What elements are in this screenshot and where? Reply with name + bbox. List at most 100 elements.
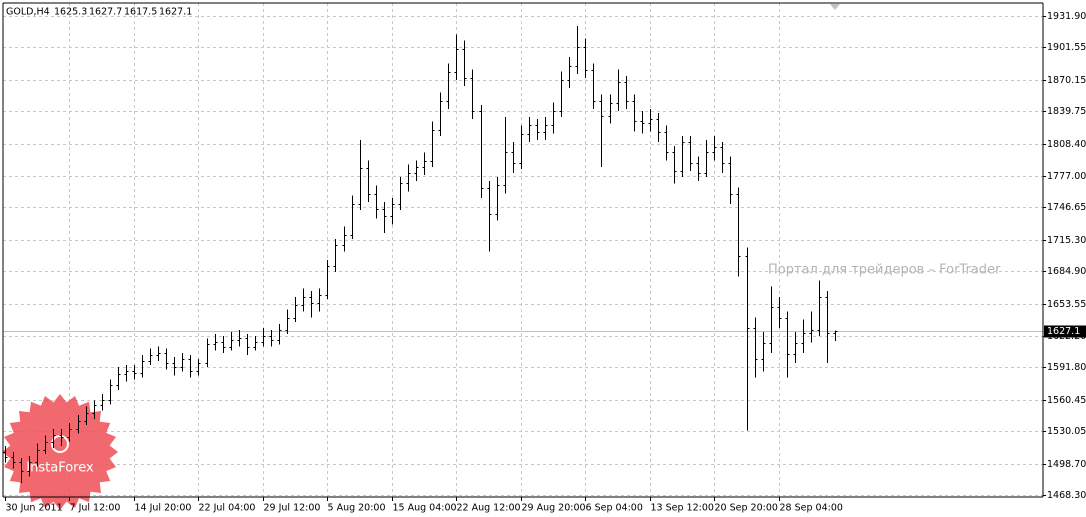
ohlc-bar [438, 92, 443, 136]
ohlc-bar [801, 319, 806, 353]
ohlc-bar [213, 334, 218, 351]
ohlc-bar [390, 197, 395, 225]
ohlc-bar [785, 311, 790, 378]
ohlc-bar [253, 336, 258, 351]
ohlc-bar [317, 288, 322, 312]
logo-text: InstaForex [26, 461, 94, 476]
ohlc-bar [688, 135, 693, 171]
ohlc-bar [237, 330, 242, 347]
ohlc-bar [535, 119, 540, 140]
ohlc-bar [632, 94, 637, 132]
ohlc-bar [454, 34, 459, 80]
y-tick-label: 1808.40 [1047, 139, 1086, 150]
price-label: 1627.1 [1047, 326, 1080, 337]
ohlc-bar [736, 187, 741, 277]
x-tick-label: 6 Sep 04:00 [586, 503, 643, 514]
ohlc-bar [462, 40, 467, 87]
ohlc-bar [84, 406, 89, 426]
y-tick-label: 1653.55 [1047, 299, 1086, 310]
y-tick-label: 1746.65 [1047, 202, 1086, 213]
ohlc-bar [277, 323, 282, 345]
y-tick-label: 1715.30 [1047, 235, 1086, 246]
ohlc-bar [140, 354, 145, 378]
ohlc-bar [567, 57, 572, 89]
ohlc-bar [59, 429, 64, 446]
ohlc-bar [205, 338, 210, 368]
ohlc-bar [769, 286, 774, 353]
ohlc-bar [51, 429, 56, 448]
ohlc-bar [76, 414, 81, 434]
ohlc-bar [551, 102, 556, 134]
ohlc-bar [172, 356, 177, 376]
y-tick-label: 1591.80 [1047, 362, 1086, 373]
ohlc-bar [164, 348, 169, 370]
ohlc-bar [342, 226, 347, 252]
ohlc-bar [487, 181, 492, 252]
ohlc-bar [608, 94, 613, 124]
ohlc-bar [116, 367, 121, 390]
ohlc-bar [696, 156, 701, 182]
ohlc-bar [640, 110, 645, 134]
ohlc-bar [382, 201, 387, 233]
x-tick-label: 15 Aug 04:00 [393, 503, 457, 514]
header-low: 1617.5 [124, 7, 157, 18]
ohlc-bar [261, 327, 266, 347]
y-tick-label: 1839.75 [1047, 106, 1086, 117]
ohlc-bar [599, 94, 604, 167]
ohlc-bar [309, 290, 314, 318]
ohlc-bar [100, 394, 105, 411]
ohlc-bar [777, 296, 782, 328]
ohlc-bar [27, 456, 32, 477]
x-tick-label: 20 Sep 20:00 [715, 503, 778, 514]
y-tick-label: 1560.45 [1047, 395, 1086, 406]
ohlc-bar [285, 309, 290, 335]
ohlc-bar [624, 75, 629, 109]
ohlc-bar [519, 125, 524, 169]
ohlc-bar [720, 141, 725, 173]
logo: InstaForex [2, 394, 118, 510]
ohlc-bar [245, 334, 250, 355]
ohlc-bar [148, 348, 153, 366]
header-high: 1627.7 [89, 7, 122, 18]
ohlc-bar [92, 400, 97, 419]
ohlc-bar [575, 26, 580, 74]
ohlc-bar [221, 336, 226, 353]
x-tick-label: 29 Jul 12:00 [264, 503, 321, 514]
ohlc-bar [301, 288, 306, 312]
ohlc-bar [591, 63, 596, 109]
ohlc-bar [704, 139, 709, 178]
ohlc-bar [124, 365, 129, 382]
x-tick-label: 5 Aug 20:00 [328, 503, 386, 514]
ohlc-bar [479, 104, 484, 198]
ohlc-bar [809, 311, 814, 343]
ohlc-bar [35, 443, 40, 467]
x-tick-label: 14 Jul 20:00 [135, 503, 192, 514]
header: GOLD,H4 1625.3 1627.7 1617.5 1627.1 [6, 7, 192, 18]
ohlc-bar [825, 290, 830, 364]
header-close: 1627.1 [159, 7, 192, 18]
ohlc-bar [398, 177, 403, 211]
price-label-box [1044, 325, 1086, 338]
ohlc-bar [229, 332, 234, 351]
ohlc-bar [446, 63, 451, 109]
ohlc-bar [648, 108, 653, 132]
ohlc-bar [11, 451, 16, 469]
ohlc-bar [680, 135, 685, 178]
y-tick-label: 1777.00 [1047, 171, 1086, 182]
ohlc-bar [793, 332, 798, 364]
ohlc-bar [745, 247, 750, 431]
ohlc-bar [511, 141, 516, 173]
x-tick-label: 30 Jun 2011 [6, 503, 63, 514]
x-tick-label: 13 Sep 12:00 [651, 503, 714, 514]
ohlc-bar [817, 280, 822, 337]
ohlc-bar [672, 146, 677, 184]
y-tick-label: 1468.30 [1047, 490, 1086, 501]
ohlc-bar [188, 354, 193, 378]
ohlc-bar [374, 185, 379, 219]
ohlc-bar [3, 445, 8, 463]
ohlc-bar [712, 135, 717, 161]
ohlc-bar [527, 117, 532, 142]
x-tick-label: 7 Jul 12:00 [70, 503, 121, 514]
